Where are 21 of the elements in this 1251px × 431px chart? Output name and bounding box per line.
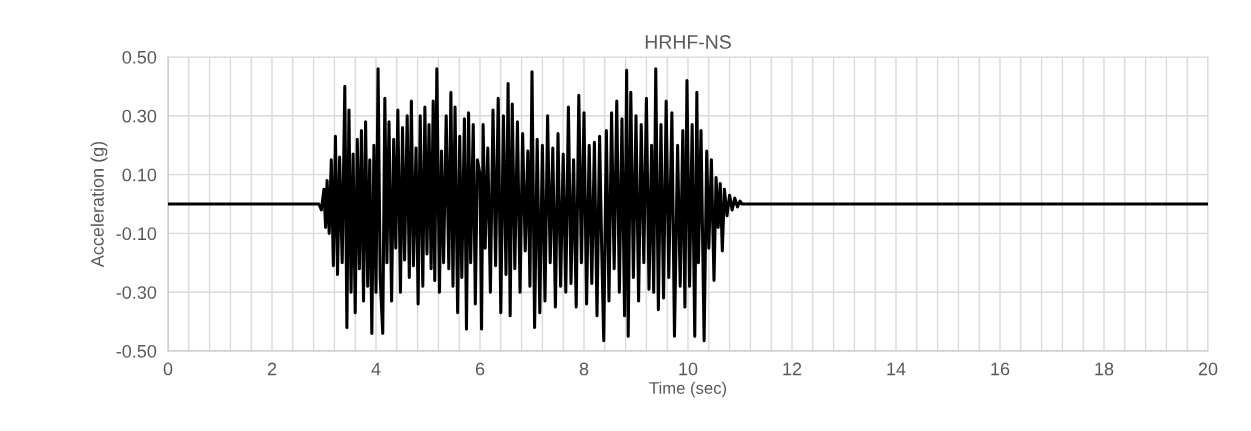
y-tick-label: -0.50 [116, 344, 157, 358]
x-tick-label: 0 [163, 362, 173, 376]
line-series [168, 67, 1208, 343]
x-tick-label: 10 [679, 362, 698, 376]
x-tick-label: 4 [371, 362, 381, 376]
x-tick-label: 12 [783, 362, 802, 376]
x-tick-label: 2 [267, 362, 277, 376]
y-tick-label: 0.30 [122, 109, 157, 123]
x-tick-label: 16 [991, 362, 1010, 376]
x-tick-label: 14 [887, 362, 906, 376]
y-tick-label: -0.30 [116, 286, 157, 299]
x-tick-label: 18 [1095, 362, 1114, 376]
x-tick-label: 6 [475, 362, 485, 376]
x-tick-label: 8 [579, 362, 589, 376]
x-axis-title: Time (sec) [649, 381, 727, 398]
x-tick-label: 20 [1198, 362, 1218, 376]
y-axis-title: Acceleration (g) [90, 141, 108, 268]
chart-title: HRHF-NS [645, 35, 731, 49]
y-tick-label: -0.10 [116, 227, 157, 241]
y-tick-label: 0.10 [122, 168, 157, 182]
y-tick-label: 0.50 [122, 50, 157, 64]
